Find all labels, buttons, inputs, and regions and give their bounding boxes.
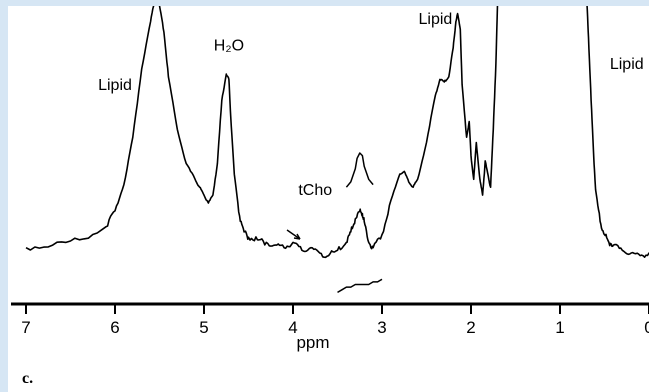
- tcho-label: tCho: [298, 182, 332, 199]
- spectrum-line-main: [25, 6, 499, 259]
- x-tick-label: 5: [199, 318, 208, 337]
- x-tick-label: 0: [644, 318, 649, 337]
- x-tick-label: 2: [466, 318, 475, 337]
- panel-letter: c.: [22, 370, 34, 387]
- x-axis-label: ppm: [296, 333, 329, 352]
- lipid-label-right: Lipid: [610, 56, 644, 73]
- x-tick-label: 7: [21, 318, 30, 337]
- lipid-label-left: Lipid: [98, 77, 132, 94]
- tcho-arrow: [286, 229, 301, 240]
- spectrum-series: [25, 6, 649, 294]
- x-axis-tick-labels: 76543210-1: [21, 318, 649, 337]
- x-tick-label: 3: [377, 318, 386, 337]
- x-axis: 76543210-1 ppm: [11, 302, 649, 352]
- x-axis-ticks: [25, 304, 649, 314]
- tcho-difference-trace: [337, 278, 383, 294]
- water-label: H₂O: [214, 37, 244, 54]
- tcho-arrow-head: [293, 233, 301, 240]
- spectrum-line-right: [586, 6, 649, 258]
- peak-annotations: Lipid H₂O Lipid Lipid tCho: [98, 11, 644, 199]
- x-tick-label: 4: [288, 318, 297, 337]
- tcho-arrow-line: [286, 229, 301, 240]
- x-tick-label: 6: [110, 318, 119, 337]
- tcho-fitted-peak: [345, 152, 374, 188]
- x-tick-label: 1: [555, 318, 564, 337]
- lipid-label-middle: Lipid: [418, 11, 452, 28]
